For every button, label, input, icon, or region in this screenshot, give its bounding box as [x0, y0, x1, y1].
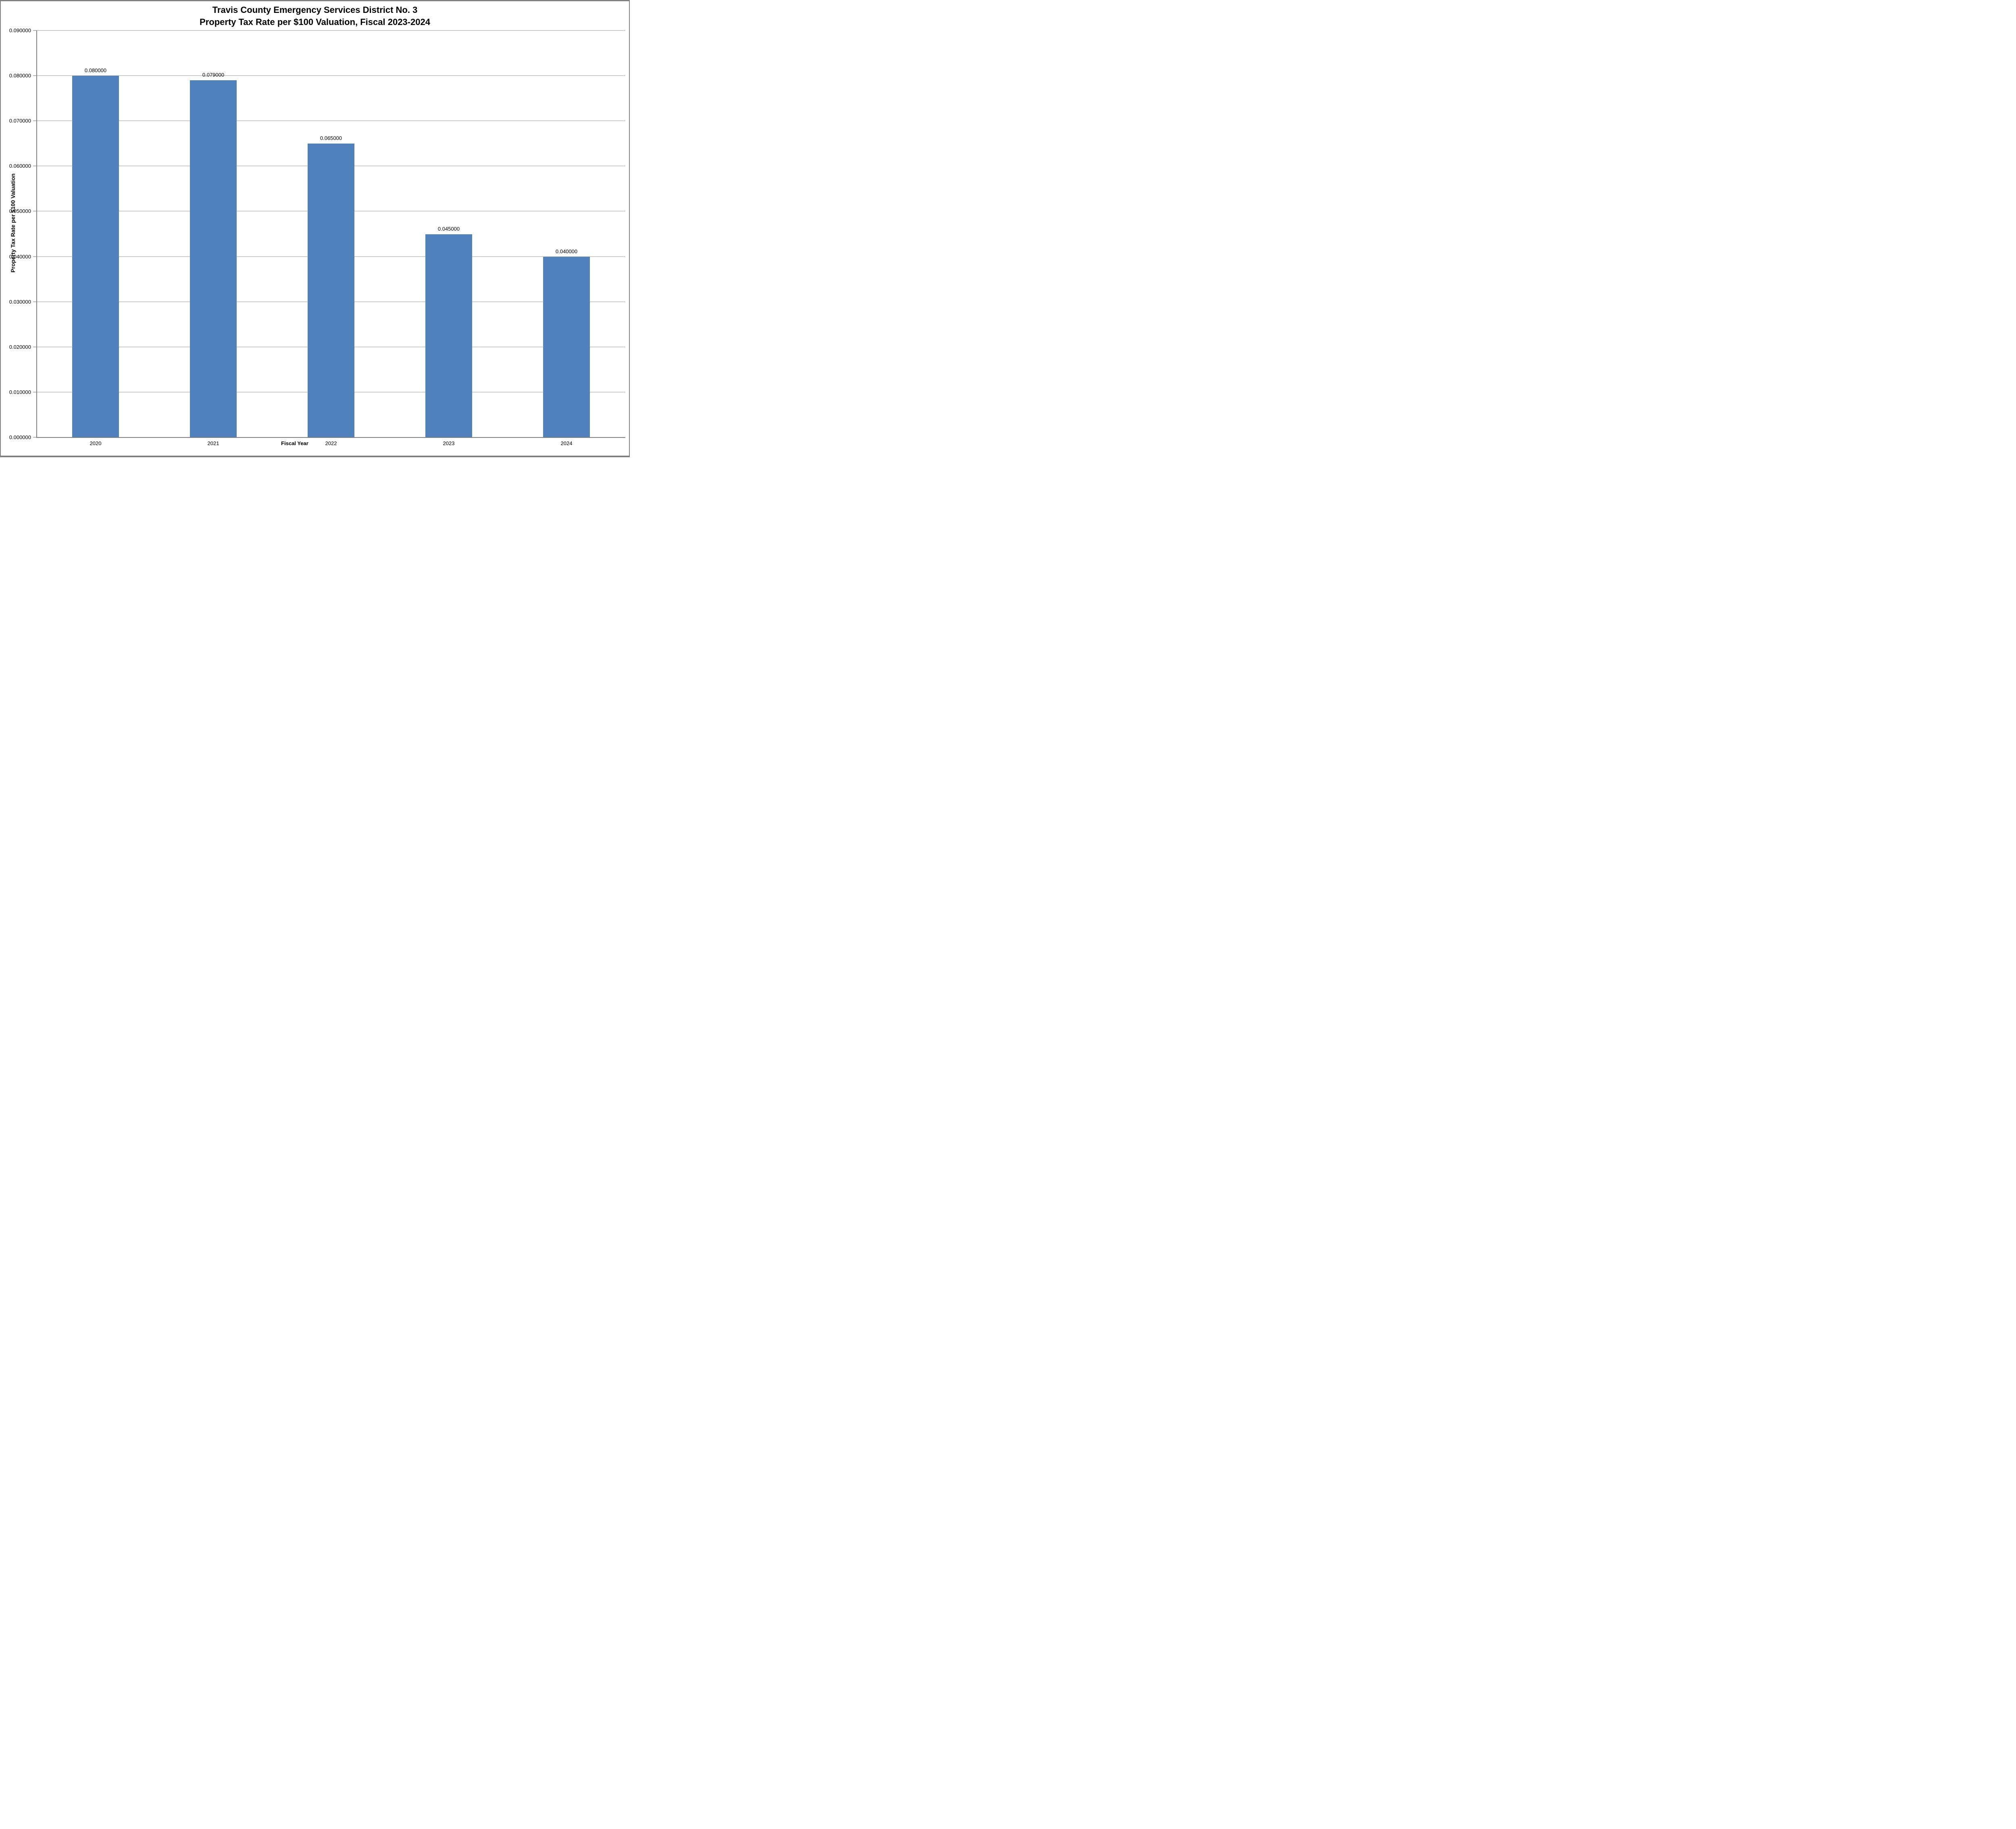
y-tick-mark: [33, 75, 37, 76]
y-tick-label: 0.000000: [9, 434, 31, 440]
y-tick-label: 0.080000: [9, 73, 31, 79]
y-axis-line: [36, 31, 37, 438]
y-axis-labels: 0.000000 0.010000 0.020000 0.030000 0.040000…: [1, 27, 31, 440]
bar-slot: 0.080000: [37, 31, 154, 437]
y-tick-label: 0.010000: [9, 389, 31, 395]
y-tick-label: 0.060000: [9, 163, 31, 169]
bar-slot: 0.045000: [390, 31, 508, 437]
x-tick-label: 2024: [560, 440, 573, 446]
y-tick-label: 0.040000: [9, 253, 31, 260]
bar-value-label: 0.080000: [84, 67, 107, 74]
y-tick-label: 0.020000: [9, 344, 31, 350]
bar-value-label: 0.065000: [320, 135, 342, 142]
bar: [307, 144, 355, 437]
bar-value-label: 0.040000: [555, 248, 578, 254]
y-tick-mark: [33, 30, 37, 31]
y-tick-label: 0.050000: [9, 208, 31, 215]
bar-slot: 0.040000: [508, 31, 625, 437]
chart-page: Travis County Emergency Services Distric…: [0, 0, 630, 457]
bar: [190, 80, 237, 437]
bar-slot: 0.065000: [272, 31, 390, 437]
y-tick-label: 0.030000: [9, 298, 31, 305]
x-tick-label: 2021: [207, 440, 219, 446]
bar-value-label: 0.045000: [437, 225, 460, 232]
x-tick-label: 2022: [325, 440, 337, 446]
bar: [72, 76, 119, 437]
gridline: [37, 75, 625, 76]
x-axis-title: Fiscal Year: [281, 440, 308, 446]
y-tick-label: 0.070000: [9, 118, 31, 124]
chart-title: Travis County Emergency Services Distric…: [1, 4, 629, 28]
bar-slot: 0.079000: [154, 31, 272, 437]
bar: [425, 234, 473, 437]
x-axis-labels: 2020 2021 2022 2023 2024: [37, 440, 625, 448]
chart-title-line2: Property Tax Rate per $100 Valuation, Fi…: [200, 17, 430, 27]
x-axis-line: [36, 437, 625, 438]
bar: [543, 256, 590, 437]
gridline: [37, 30, 625, 31]
x-tick-label: 2020: [90, 440, 102, 446]
x-tick-label: 2023: [443, 440, 455, 446]
plot-area: 0.080000 0.079000 0.065000 0.045000 0.040000: [33, 30, 625, 438]
bar-value-label: 0.079000: [202, 72, 225, 78]
chart-title-line1: Travis County Emergency Services Distric…: [212, 5, 418, 15]
bars: 0.080000 0.079000 0.065000 0.045000 0.040000: [37, 31, 625, 437]
y-tick-label: 0.090000: [9, 27, 31, 33]
y-tick-mark: [33, 256, 37, 257]
